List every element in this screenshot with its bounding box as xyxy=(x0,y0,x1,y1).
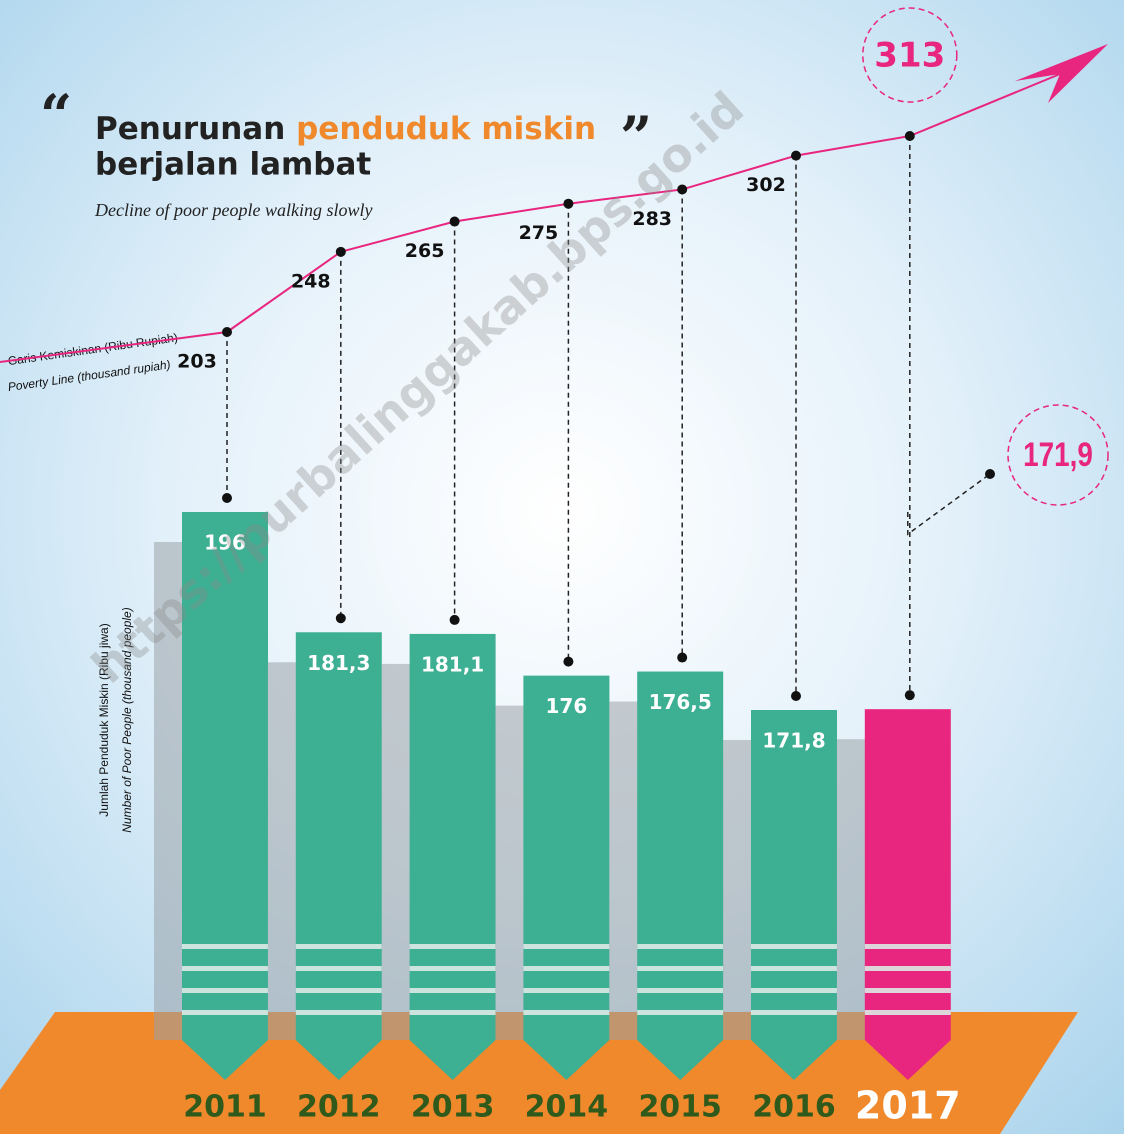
bar-stripe xyxy=(523,988,609,993)
bar-stripe xyxy=(296,988,382,993)
bar-stripe xyxy=(751,1010,837,1015)
data-label: 248 xyxy=(291,270,331,292)
bar-stripe xyxy=(751,988,837,993)
callout-dot xyxy=(985,469,995,479)
data-label: 176,5 xyxy=(649,690,712,714)
data-label: 181,1 xyxy=(421,652,484,676)
bar xyxy=(296,632,382,1040)
bar-stripe xyxy=(637,1010,723,1015)
x-tick-label: 2012 xyxy=(297,1090,381,1125)
bar-stripe xyxy=(182,1010,268,1015)
x-tick-label: 2014 xyxy=(525,1090,609,1125)
bar-stripe xyxy=(865,1010,951,1015)
line-point xyxy=(336,247,346,257)
bar-stripe xyxy=(296,1010,382,1015)
line-point xyxy=(222,327,232,337)
bar xyxy=(410,634,496,1040)
x-tick-label: 2016 xyxy=(752,1090,836,1125)
data-label: 265 xyxy=(405,240,445,262)
x-tick-label: 2017 xyxy=(855,1084,961,1128)
bar-stripe xyxy=(637,966,723,971)
x-tick-label: 2013 xyxy=(411,1090,495,1125)
data-label: 302 xyxy=(746,174,786,196)
bar-stripe xyxy=(182,944,268,949)
bar-stripe xyxy=(296,966,382,971)
bar-stripe xyxy=(865,944,951,949)
bar xyxy=(523,676,609,1040)
quote-open: “ xyxy=(40,83,72,149)
connector-dot xyxy=(563,657,573,667)
bar-stripe xyxy=(637,944,723,949)
bar-stripe xyxy=(865,966,951,971)
chart-title: berjalan lambat xyxy=(95,147,371,183)
connector-dot xyxy=(677,653,687,663)
chart-subtitle: Decline of poor people walking slowly xyxy=(94,200,372,220)
line-point xyxy=(905,131,915,141)
bar-stripe xyxy=(410,988,496,993)
line-point xyxy=(563,199,573,209)
chart: “ ” Penurunan penduduk miskin berjalan l… xyxy=(0,0,1124,1134)
connector-dot xyxy=(336,613,346,623)
x-tick-label: 2015 xyxy=(638,1090,722,1125)
data-label: 176 xyxy=(546,694,588,718)
bar xyxy=(637,672,723,1040)
line-point xyxy=(791,151,801,161)
bar-stripe xyxy=(410,944,496,949)
data-label: 171,9 xyxy=(1023,435,1093,473)
bar-stripe xyxy=(523,966,609,971)
connector-dot xyxy=(222,493,232,503)
bar-stripe xyxy=(410,966,496,971)
connector-dot xyxy=(791,691,801,701)
bar-stripe xyxy=(410,1010,496,1015)
chart-title: Penurunan penduduk miskin xyxy=(95,111,596,147)
connector-dot xyxy=(450,615,460,625)
bar-stripe xyxy=(296,944,382,949)
bar-stripe xyxy=(182,988,268,993)
data-label: 203 xyxy=(177,351,217,373)
bar-stripe xyxy=(523,1010,609,1015)
bar-stripe xyxy=(637,988,723,993)
line-point xyxy=(450,217,460,227)
bar-stripe xyxy=(865,988,951,993)
x-tick-label: 2011 xyxy=(183,1090,267,1125)
data-label: 313 xyxy=(874,36,945,76)
connector-dot xyxy=(905,690,915,700)
bar-stripe xyxy=(523,944,609,949)
data-label: 171,8 xyxy=(762,729,825,753)
bar-stripe xyxy=(751,966,837,971)
bar-stripe xyxy=(751,944,837,949)
data-label: 181,3 xyxy=(307,651,370,675)
bar-stripe xyxy=(182,966,268,971)
